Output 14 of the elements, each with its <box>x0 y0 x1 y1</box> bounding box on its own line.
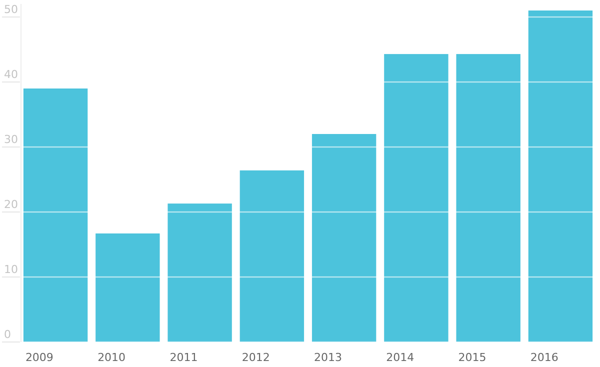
x-tick-label: 2012 <box>242 351 270 364</box>
x-tick-label: 2013 <box>314 351 342 364</box>
y-tick-label: 0 <box>4 328 11 341</box>
x-tick-label: 2011 <box>170 351 198 364</box>
y-tick-label: 50 <box>4 3 18 16</box>
x-tick-label: 2015 <box>458 351 486 364</box>
y-tick-label: 40 <box>4 68 18 81</box>
y-tick-label: 30 <box>4 133 18 146</box>
x-tick-label: 2009 <box>25 351 54 364</box>
x-tick-label: 2014 <box>386 351 414 364</box>
x-tick-label: 2010 <box>98 351 126 364</box>
y-tick-label: 20 <box>4 198 18 211</box>
y-tick-label: 10 <box>4 263 18 276</box>
x-tick-label: 2016 <box>530 351 558 364</box>
